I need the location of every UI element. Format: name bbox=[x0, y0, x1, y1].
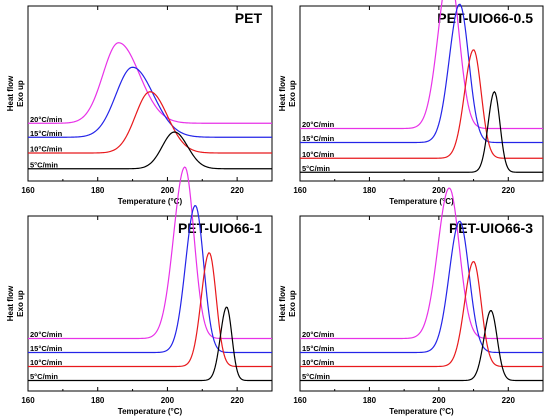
plot-frame bbox=[299, 215, 544, 392]
series-line-2 bbox=[28, 205, 272, 354]
x-tick-label: 220 bbox=[502, 396, 516, 405]
y-axis-label: Heat flow bbox=[278, 285, 287, 321]
series-line-1 bbox=[28, 166, 272, 340]
series-label: 10°C/min bbox=[302, 358, 335, 367]
plot-frame bbox=[27, 215, 273, 392]
plot-frame bbox=[27, 5, 273, 182]
series-label: 20°C/min bbox=[302, 330, 335, 339]
x-tick-label: 220 bbox=[230, 186, 244, 195]
series-line-3 bbox=[28, 91, 272, 154]
x-axis-label: Temperature (°C) bbox=[389, 197, 454, 206]
x-tick-label: 220 bbox=[230, 396, 244, 405]
series-label: 15°C/min bbox=[302, 134, 335, 143]
series-label: 20°C/min bbox=[30, 115, 63, 124]
series-line-2 bbox=[28, 66, 272, 138]
y-axis-label: Heat flow bbox=[278, 75, 287, 111]
series-label: 10°C/min bbox=[302, 150, 335, 159]
chart-title: PET-UIO66-3 bbox=[449, 220, 533, 236]
x-tick-label: 200 bbox=[432, 186, 446, 195]
series-label: 10°C/min bbox=[30, 145, 63, 154]
y-axis-label: Heat flow bbox=[6, 285, 15, 321]
series-label: 15°C/min bbox=[30, 344, 63, 353]
series-label: 15°C/min bbox=[30, 129, 63, 138]
x-tick-label: 220 bbox=[502, 186, 516, 195]
x-axis-label: Temperature (°C) bbox=[118, 197, 183, 206]
x-tick-label: 180 bbox=[363, 186, 377, 195]
x-tick-label: 200 bbox=[432, 396, 446, 405]
series-line-1 bbox=[300, 187, 543, 340]
series-label: 5°C/min bbox=[302, 164, 330, 173]
series-label: 20°C/min bbox=[30, 330, 63, 339]
series-line-2 bbox=[300, 220, 543, 354]
series-label: 5°C/min bbox=[30, 372, 58, 381]
x-tick-label: 160 bbox=[293, 396, 307, 405]
x-tick-label: 180 bbox=[91, 396, 105, 405]
y-axis-label: Heat flow bbox=[6, 75, 15, 111]
y-axis-label-exo: Exo up bbox=[16, 290, 25, 317]
x-tick-label: 160 bbox=[21, 396, 35, 405]
series-label: 10°C/min bbox=[30, 358, 63, 367]
chart-panel-3: 160 180 200 220 Temperature (°C) Heat flow Exo… bbox=[6, 166, 273, 416]
x-tick-label: 200 bbox=[161, 186, 175, 195]
y-axis-label-exo: Exo up bbox=[16, 80, 25, 107]
series-line-4 bbox=[28, 306, 272, 382]
series-line-4 bbox=[28, 131, 272, 170]
x-tick-label: 180 bbox=[91, 186, 105, 195]
series-label: 5°C/min bbox=[302, 372, 330, 381]
series-line-4 bbox=[300, 90, 543, 173]
series-label: 20°C/min bbox=[302, 120, 335, 129]
x-axis-label: Temperature (°C) bbox=[118, 407, 183, 416]
series-line-4 bbox=[300, 310, 543, 382]
x-tick-label: 160 bbox=[21, 186, 35, 195]
chart-title: PET-UIO66-1 bbox=[178, 220, 262, 236]
x-tick-label: 160 bbox=[293, 186, 307, 195]
chart-title: PET bbox=[235, 10, 263, 26]
x-tick-label: 180 bbox=[363, 396, 377, 405]
series-line-1 bbox=[28, 42, 272, 124]
series-line-3 bbox=[300, 260, 543, 368]
y-axis-label-exo: Exo up bbox=[288, 80, 297, 107]
chart-panel-1: 160 180 200 220 Temperature (°C) Heat flow Exo… bbox=[6, 5, 273, 206]
plot-frame bbox=[299, 5, 544, 182]
chart-panel-4: 160 180 200 220 Temperature (°C) Heat flow Exo… bbox=[278, 187, 544, 416]
series-label: 5°C/min bbox=[30, 160, 58, 169]
series-line-3 bbox=[28, 252, 272, 368]
x-tick-label: 200 bbox=[161, 396, 175, 405]
y-axis-label-exo: Exo up bbox=[288, 290, 297, 317]
series-line-1 bbox=[300, 0, 543, 130]
chart-panel-2: 160 180 200 220 Temperature (°C) Heat flow Exo… bbox=[278, 0, 544, 206]
x-axis-label: Temperature (°C) bbox=[389, 407, 454, 416]
chart-title: PET-UIO66-0.5 bbox=[437, 10, 533, 26]
series-line-3 bbox=[300, 49, 543, 159]
series-label: 15°C/min bbox=[302, 344, 335, 353]
